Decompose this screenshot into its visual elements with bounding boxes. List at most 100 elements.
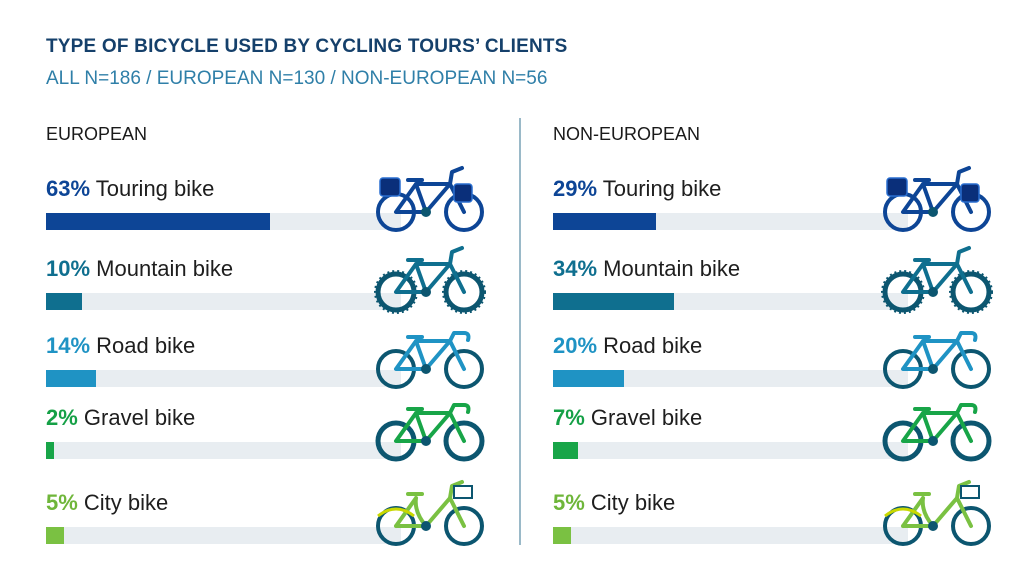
category-label: City bike — [77, 490, 169, 515]
category-label: Mountain bike — [90, 256, 234, 281]
data-label-percent: 5% — [46, 490, 78, 515]
bar-track — [46, 527, 401, 544]
bike-wheel-front — [443, 271, 485, 313]
category-label: Touring bike — [597, 176, 722, 201]
bar-track — [553, 527, 908, 544]
bike-pannier-front — [453, 183, 473, 203]
panel-title: EUROPEAN — [46, 124, 148, 144]
bar-label: 10% Mountain bike — [46, 256, 233, 282]
bar-gravel — [46, 442, 54, 459]
bar-label: 2% Gravel bike — [46, 405, 195, 431]
bike-crank — [928, 521, 938, 531]
bar-city — [553, 527, 571, 544]
bike-wheel-front — [950, 271, 992, 313]
bike-handlebar — [448, 403, 471, 415]
bike-crank — [421, 364, 431, 374]
bar-label: 20% Road bike — [553, 333, 702, 359]
chart-title: TYPE OF BICYCLE USED BY CYCLING TOURS’ C… — [46, 36, 568, 57]
bike-crank — [421, 521, 431, 531]
bike-wheel-front — [443, 420, 485, 462]
bike-handlebar — [955, 403, 978, 415]
bar-label: 34% Mountain bike — [553, 256, 740, 282]
bar-label: 14% Road bike — [46, 333, 195, 359]
bar-road — [46, 370, 96, 387]
category-label: Touring bike — [90, 176, 215, 201]
bar-track — [553, 293, 908, 310]
bike-fender — [377, 507, 415, 518]
data-label-percent: 34% — [553, 256, 598, 281]
bike-handlebar — [955, 480, 971, 500]
bar-row-mountain: 34% Mountain bike — [553, 246, 998, 326]
bike-tire-tread — [442, 270, 486, 314]
bike-crank — [421, 207, 431, 217]
bike-wheel-front — [444, 506, 484, 546]
bar-road — [553, 370, 624, 387]
bar-row-touring: 29% Touring bike — [553, 166, 998, 246]
touring-bike-icon — [883, 166, 991, 232]
city-bike-icon — [883, 480, 991, 546]
category-label: City bike — [584, 490, 676, 515]
bar-row-city: 5% City bike — [553, 480, 998, 560]
panel-non-european: NON-EUROPEAN 29% Touring bike 34% Mountai… — [553, 0, 1023, 586]
bar-touring — [553, 213, 656, 230]
bike-handlebar — [448, 480, 464, 500]
bar-mountain — [553, 293, 674, 310]
data-label-percent: 29% — [553, 176, 598, 201]
bike-fender — [884, 507, 922, 518]
bar-touring — [46, 213, 270, 230]
data-label-percent: 20% — [553, 333, 598, 358]
bar-label: 5% City bike — [553, 490, 675, 516]
gravel-bike-icon — [882, 403, 992, 462]
bar-track — [46, 442, 401, 459]
bike-wheel-front — [951, 349, 991, 389]
bar-city — [46, 527, 64, 544]
bike-pannier-rear — [886, 177, 908, 197]
category-label: Mountain bike — [597, 256, 741, 281]
bike-basket — [960, 485, 980, 499]
bar-gravel — [553, 442, 578, 459]
category-label: Gravel bike — [584, 405, 703, 430]
mountain-bike-icon — [374, 246, 486, 314]
city-bike-icon — [376, 480, 484, 546]
bar-track — [46, 370, 401, 387]
data-label-percent: 63% — [46, 176, 91, 201]
bike-crank — [928, 364, 938, 374]
bike-handlebar — [448, 246, 464, 266]
bar-label: 29% Touring bike — [553, 176, 721, 202]
bar-row-gravel: 2% Gravel bike — [46, 403, 491, 475]
panel-divider — [519, 118, 521, 545]
bike-crank — [421, 436, 431, 446]
data-label-percent: 14% — [46, 333, 91, 358]
bar-row-mountain: 10% Mountain bike — [46, 246, 491, 326]
category-label: Gravel bike — [77, 405, 196, 430]
bike-crank — [928, 287, 938, 297]
bike-handlebar — [955, 166, 971, 186]
bar-row-road: 20% Road bike — [553, 331, 998, 403]
data-label-percent: 5% — [553, 490, 585, 515]
bike-wheel-front — [444, 349, 484, 389]
bar-label: 63% Touring bike — [46, 176, 214, 202]
panel-european: EUROPEAN 63% Touring bike 10% Mountain bi… — [46, 0, 516, 586]
bar-track — [46, 213, 401, 230]
bar-row-touring: 63% Touring bike — [46, 166, 491, 246]
bike-basket — [453, 485, 473, 499]
bike-wheel-front — [951, 506, 991, 546]
mountain-bike-icon — [881, 246, 993, 314]
bike-crank — [928, 207, 938, 217]
data-label-percent: 2% — [46, 405, 78, 430]
data-label-percent: 10% — [46, 256, 91, 281]
category-label: Road bike — [597, 333, 703, 358]
bar-track — [553, 213, 908, 230]
bike-pannier-front — [960, 183, 980, 203]
chart-subtitle: ALL N=186 / EUROPEAN N=130 / NON-EUROPEA… — [46, 68, 548, 89]
bike-pannier-rear — [379, 177, 401, 197]
category-label: Road bike — [90, 333, 196, 358]
bar-track — [553, 370, 908, 387]
bar-row-city: 5% City bike — [46, 480, 491, 560]
bar-mountain — [46, 293, 82, 310]
bar-track — [553, 442, 908, 459]
bar-row-road: 14% Road bike — [46, 331, 491, 403]
bike-tire-tread — [949, 270, 993, 314]
bike-handlebar — [955, 246, 971, 266]
bike-crank — [928, 436, 938, 446]
